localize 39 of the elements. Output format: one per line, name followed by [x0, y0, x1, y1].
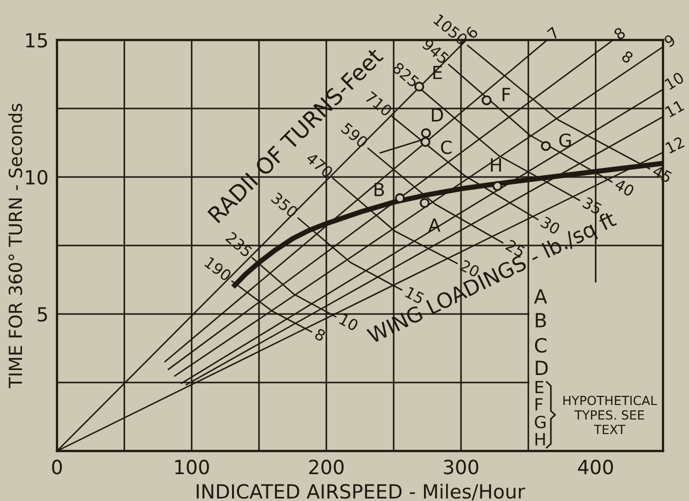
- annotation: 8: [314, 328, 326, 342]
- data-label: C: [440, 140, 452, 154]
- x-axis-title: INDICATED AIRSPEED - Miles/Hour: [196, 484, 526, 500]
- text: 190: [204, 256, 232, 282]
- text: 9: [663, 34, 676, 48]
- y-tick-label: 15: [26, 33, 47, 48]
- annotation: A: [534, 289, 548, 304]
- annotation: H: [536, 433, 545, 446]
- text: 825: [392, 62, 420, 88]
- x-tick-label: 400: [578, 460, 613, 474]
- data-label: F: [502, 88, 510, 102]
- x-tick-label: 100: [175, 460, 209, 474]
- annotation: 15: [404, 286, 425, 304]
- text: 7: [546, 26, 560, 40]
- x-tick-label: 300: [444, 460, 478, 474]
- annotation: 8: [620, 50, 634, 64]
- data-label: G: [559, 133, 571, 148]
- y-tick-label: 5: [38, 307, 47, 322]
- x-tick-label: 200: [309, 460, 344, 474]
- annotation: 10: [338, 313, 360, 332]
- text: 10: [664, 71, 685, 90]
- x-tick-label: 0: [52, 460, 62, 474]
- text: 470: [305, 152, 334, 178]
- annotation: C: [535, 338, 546, 353]
- y-tick-label: 10: [26, 170, 48, 185]
- text: 11: [664, 100, 684, 118]
- text: 12: [665, 136, 685, 154]
- y-axis-title: TIME FOR 360° TURN - Seconds: [8, 104, 22, 388]
- text: 8: [613, 26, 626, 40]
- annotation: B: [536, 313, 546, 328]
- annotation: G: [534, 416, 546, 428]
- annotation: E: [536, 380, 544, 394]
- data-label: H: [490, 158, 501, 172]
- text: 235: [225, 231, 253, 258]
- annotation: HYPOTHETICAL TYPES. SEE TEXT: [563, 396, 658, 434]
- annotation: 40: [614, 178, 635, 197]
- annotation: D: [536, 360, 548, 375]
- text: 6: [465, 26, 479, 40]
- annotation: F: [536, 398, 543, 410]
